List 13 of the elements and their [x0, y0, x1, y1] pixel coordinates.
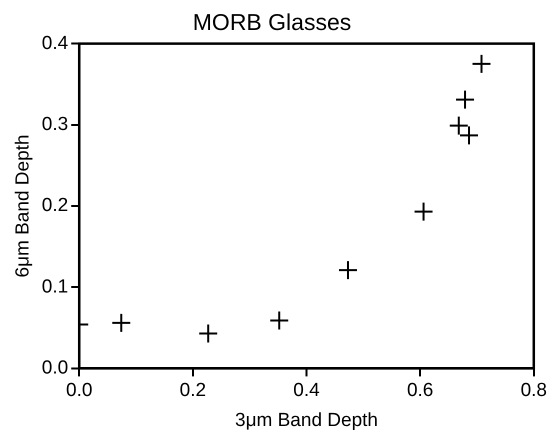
y-tick-label: 0.3	[42, 114, 68, 136]
y-tick-label: 0.0	[42, 358, 68, 379]
x-tick-label: 0.6	[406, 380, 434, 402]
x-tick-label: 0.2	[180, 380, 206, 402]
x-tick-label: 0.0	[66, 380, 92, 402]
x-tick-label: 0.4	[293, 380, 320, 402]
y-tick-label: 0.2	[42, 195, 68, 216]
x-tick-label: 0.8	[520, 380, 548, 402]
x-axis-title: 3μm Band Depth	[235, 410, 378, 431]
y-axis-title: 6μm Band Depth	[12, 134, 34, 278]
y-tick-label: 0.1	[42, 276, 68, 298]
chart-title: MORB Glasses	[192, 9, 352, 36]
y-tick-label: 0.4	[42, 32, 69, 54]
